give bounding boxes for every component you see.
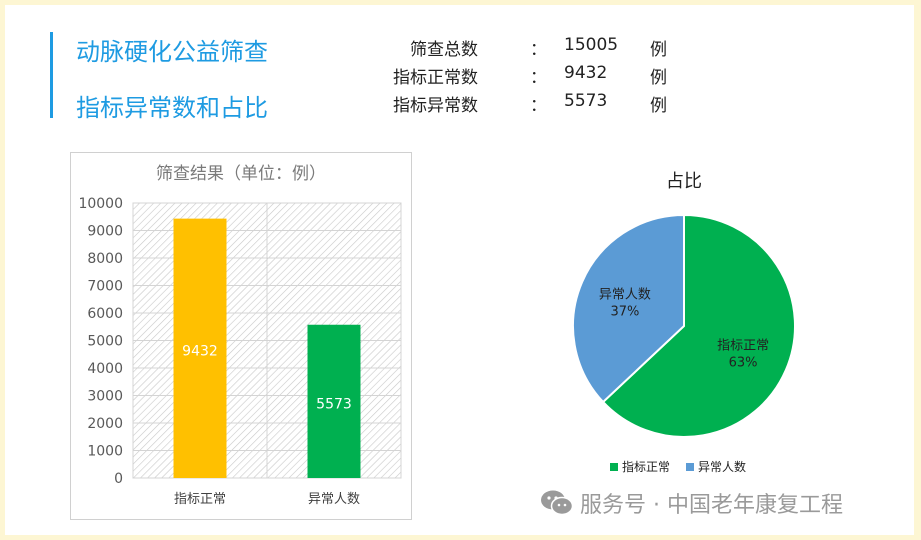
- legend-swatch: [686, 463, 694, 471]
- stat-label: 筛查总数: [410, 40, 478, 60]
- y-tick-label: 10000: [78, 196, 123, 212]
- pie-slice-percent: 63%: [729, 356, 758, 371]
- y-tick-label: 2000: [87, 416, 123, 432]
- pie-slice-percent: 37%: [610, 304, 639, 319]
- plot-border: [132, 202, 402, 479]
- stat-value: 5573: [564, 91, 608, 111]
- x-tick-label: 指标正常: [174, 492, 226, 507]
- stat-row-total: 筛查总数 ： 15005 例: [410, 35, 696, 61]
- y-tick-label: 7000: [87, 279, 123, 295]
- y-tick-label: 4000: [87, 361, 123, 377]
- stat-unit: 例: [650, 40, 667, 60]
- page-subtitle: 指标异常数和占比: [76, 94, 268, 122]
- stat-colon: ：: [530, 68, 547, 88]
- stat-value: 15005: [564, 35, 619, 55]
- y-tick-label: 3000: [87, 389, 123, 405]
- watermark-text: 服务号 · 中国老年康复工程: [580, 493, 843, 518]
- stat-row-normal: 指标正常数 ： 9432 例: [393, 63, 696, 89]
- legend-swatch: [610, 463, 618, 471]
- pie-slice-label: 异常人数: [599, 287, 651, 302]
- y-tick-label: 9000: [87, 224, 123, 240]
- y-tick-label: 6000: [87, 306, 123, 322]
- pie-slice: [601, 213, 796, 438]
- stat-label: 指标异常数: [393, 96, 478, 116]
- watermark: 服务号 · 中国老年康复工程: [540, 486, 843, 520]
- pie-slice: [572, 213, 685, 404]
- stat-row-abnormal: 指标异常数 ： 5573 例: [393, 91, 696, 117]
- stat-unit: 例: [650, 68, 667, 88]
- legend-label: 指标正常: [622, 459, 670, 474]
- x-tick-label: 异常人数: [308, 492, 360, 507]
- chart-title: 占比: [666, 171, 702, 192]
- page-title: 动脉硬化公益筛查: [76, 38, 268, 66]
- stat-colon: ：: [530, 96, 547, 116]
- stat-unit: 例: [650, 96, 667, 116]
- bar-data-label: 9432: [182, 343, 218, 359]
- y-tick-label: 0: [114, 471, 123, 487]
- y-tick-label: 8000: [87, 251, 123, 267]
- bar: [307, 324, 361, 478]
- pie-slice-label: 指标正常: [717, 339, 769, 354]
- chart-title: 筛查结果（单位：例）: [156, 164, 326, 184]
- bar: [173, 218, 227, 478]
- y-tick-label: 5000: [87, 334, 123, 350]
- bar-chart: 筛查结果（单位：例） 0 1000 2000 3000 4000 5000 6000 7000 8…: [70, 152, 412, 520]
- bar-data-label: 5573: [316, 396, 352, 412]
- title-accent-bar: [50, 32, 53, 118]
- stat-label: 指标正常数: [393, 68, 478, 88]
- y-tick-label: 1000: [87, 444, 123, 460]
- stat-colon: ：: [530, 40, 547, 60]
- stat-value: 9432: [564, 63, 608, 83]
- legend-label: 异常人数: [698, 459, 746, 474]
- wechat-icon: [541, 490, 574, 516]
